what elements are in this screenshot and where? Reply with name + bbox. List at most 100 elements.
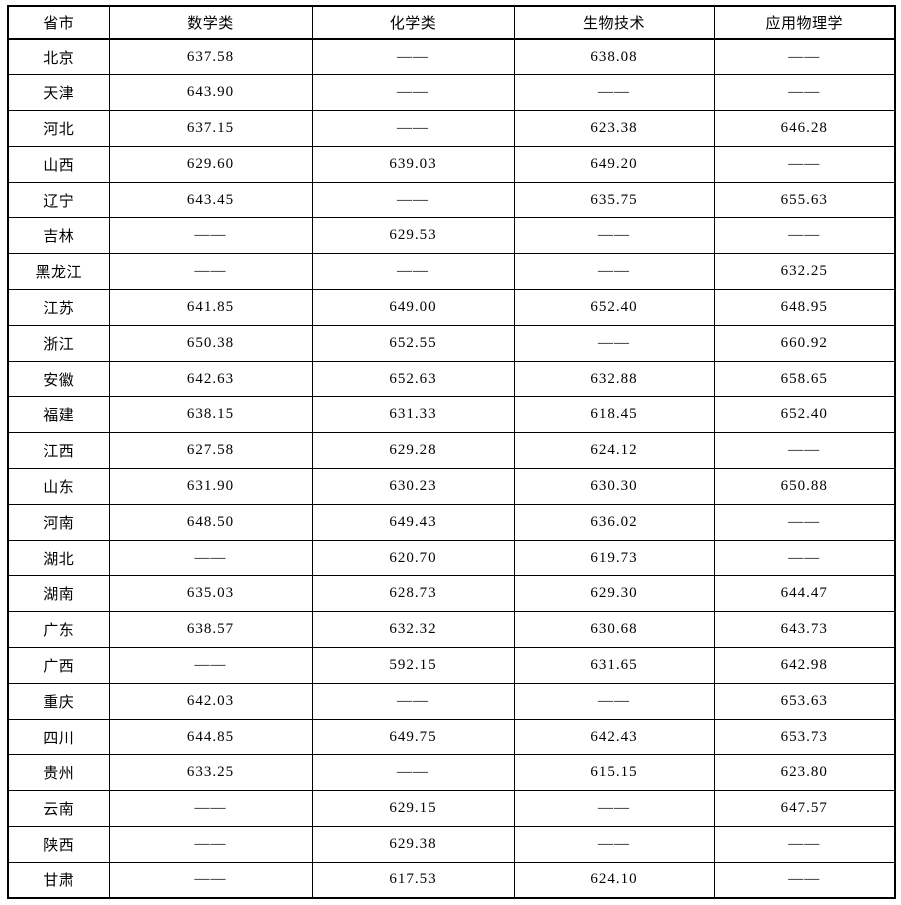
score-cell: ——: [513, 74, 715, 112]
province-cell: 福建: [7, 396, 110, 434]
score-cell: ——: [513, 217, 715, 255]
score-cell: ——: [713, 38, 896, 76]
score-cell: ——: [713, 826, 896, 863]
score-cell: ——: [108, 539, 313, 577]
score-cell: ——: [108, 647, 313, 684]
score-cell: 641.85: [108, 289, 313, 326]
table-row: 四川 644.85 649.75 642.43 653.73: [7, 718, 896, 756]
score-cell: ——: [108, 217, 313, 255]
score-cell: ——: [713, 74, 896, 112]
score-cell: 632.88: [513, 360, 715, 398]
score-cell: ——: [108, 826, 313, 863]
score-cell: 636.02: [513, 503, 715, 541]
table-row: 贵州 633.25 —— 615.15 623.80: [7, 754, 896, 792]
score-cell: ——: [311, 110, 515, 147]
province-cell: 安徽: [7, 360, 110, 398]
score-cell: ——: [513, 324, 715, 362]
score-cell: 638.08: [513, 38, 715, 76]
score-cell: ——: [713, 539, 896, 577]
province-cell: 北京: [7, 38, 110, 76]
score-cell: 652.40: [513, 289, 715, 326]
province-cell: 湖北: [7, 539, 110, 577]
table-row: 湖南 635.03 628.73 629.30 644.47: [7, 575, 896, 613]
table-row: 北京 637.58 —— 638.08 ——: [7, 38, 896, 76]
score-cell: 619.73: [513, 539, 715, 577]
score-cell: ——: [108, 790, 313, 828]
province-cell: 四川: [7, 718, 110, 756]
province-cell: 江苏: [7, 289, 110, 326]
score-cell: 638.15: [108, 396, 313, 434]
score-cell: 629.15: [311, 790, 515, 828]
score-cell: 649.20: [513, 145, 715, 183]
score-cell: 630.30: [513, 468, 715, 505]
score-cell: 631.33: [311, 396, 515, 434]
province-cell: 山东: [7, 468, 110, 505]
score-cell: 617.53: [311, 861, 515, 899]
header-cell-mathematics: 数学类: [108, 5, 313, 40]
score-cell: ——: [713, 432, 896, 470]
score-cell: 615.15: [513, 754, 715, 792]
score-cell: 642.98: [713, 647, 896, 684]
province-cell: 云南: [7, 790, 110, 828]
table-row: 陕西 —— 629.38 —— ——: [7, 826, 896, 863]
score-cell: 638.57: [108, 611, 313, 649]
score-cell: ——: [311, 253, 515, 291]
score-cell: 655.63: [713, 181, 896, 219]
province-cell: 贵州: [7, 754, 110, 792]
score-cell: 642.43: [513, 718, 715, 756]
score-cell: 624.12: [513, 432, 715, 470]
province-cell: 江西: [7, 432, 110, 470]
score-cell: 629.28: [311, 432, 515, 470]
score-cell: ——: [513, 253, 715, 291]
table-row: 辽宁 643.45 —— 635.75 655.63: [7, 181, 896, 219]
score-cell: ——: [513, 826, 715, 863]
table-row: 广东 638.57 632.32 630.68 643.73: [7, 611, 896, 649]
score-cell: 644.47: [713, 575, 896, 613]
score-cell: 642.03: [108, 682, 313, 720]
score-cell: 646.28: [713, 110, 896, 147]
score-cell: 623.80: [713, 754, 896, 792]
table-row: 江苏 641.85 649.00 652.40 648.95: [7, 289, 896, 326]
score-cell: 652.63: [311, 360, 515, 398]
score-cell: 629.38: [311, 826, 515, 863]
table-row: 江西 627.58 629.28 624.12 ——: [7, 432, 896, 470]
table-row: 河北 637.15 —— 623.38 646.28: [7, 110, 896, 147]
province-cell: 黑龙江: [7, 253, 110, 291]
score-cell: 627.58: [108, 432, 313, 470]
header-cell-applied-physics: 应用物理学: [713, 5, 896, 40]
score-cell: 628.73: [311, 575, 515, 613]
table-row: 山西 629.60 639.03 649.20 ——: [7, 145, 896, 183]
header-cell-province: 省市: [7, 5, 110, 40]
score-cell: 643.45: [108, 181, 313, 219]
score-cell: 652.55: [311, 324, 515, 362]
table-row: 浙江 650.38 652.55 —— 660.92: [7, 324, 896, 362]
score-cell: 648.50: [108, 503, 313, 541]
province-cell: 重庆: [7, 682, 110, 720]
table-row: 广西 —— 592.15 631.65 642.98: [7, 647, 896, 684]
score-cell: 623.38: [513, 110, 715, 147]
score-cell: 642.63: [108, 360, 313, 398]
score-cell: ——: [713, 861, 896, 899]
score-cell: 630.23: [311, 468, 515, 505]
table-row: 甘肃 —— 617.53 624.10 ——: [7, 861, 896, 899]
score-cell: 630.68: [513, 611, 715, 649]
score-cell: 631.90: [108, 468, 313, 505]
score-cell: 653.63: [713, 682, 896, 720]
score-cell: 633.25: [108, 754, 313, 792]
score-cell: 624.10: [513, 861, 715, 899]
score-cell: 639.03: [311, 145, 515, 183]
province-cell: 河南: [7, 503, 110, 541]
score-cell: ——: [713, 145, 896, 183]
province-cell: 浙江: [7, 324, 110, 362]
admission-score-table: 省市 数学类 化学类 生物技术 应用物理学 北京 637.58 —— 638.08 ——…: [7, 5, 896, 900]
score-cell: 643.73: [713, 611, 896, 649]
score-cell: ——: [311, 754, 515, 792]
score-cell: 618.45: [513, 396, 715, 434]
score-cell: ——: [311, 682, 515, 720]
score-cell: 660.92: [713, 324, 896, 362]
province-cell: 河北: [7, 110, 110, 147]
score-cell: 644.85: [108, 718, 313, 756]
score-cell: ——: [311, 181, 515, 219]
score-cell: 652.40: [713, 396, 896, 434]
